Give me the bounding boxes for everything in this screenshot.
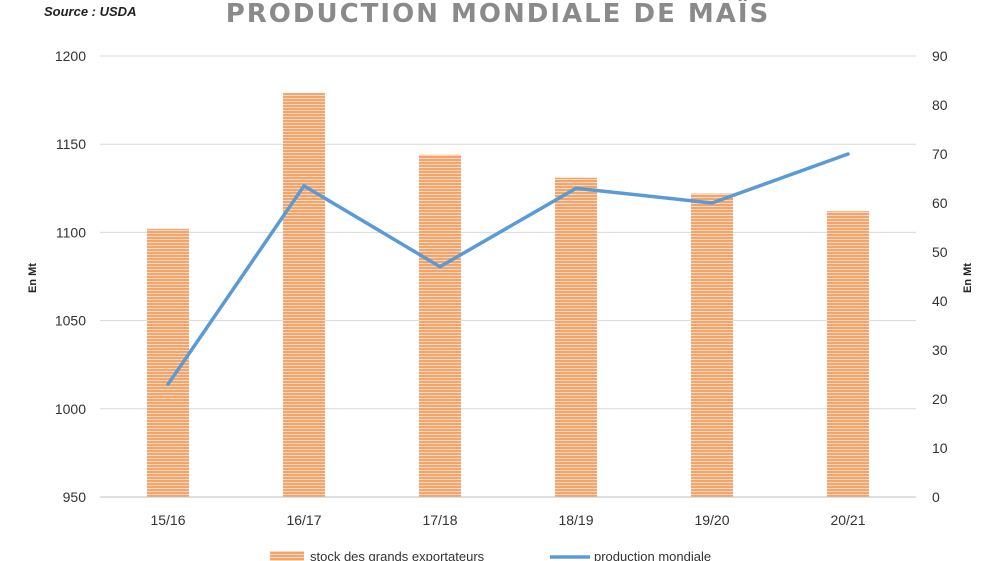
right-tick-label: 60	[932, 195, 948, 211]
chart-title: PRODUCTION MONDIALE DE MAÏS	[226, 0, 771, 29]
line-point	[846, 152, 850, 156]
bar	[691, 193, 733, 498]
left-tick-label: 1050	[55, 313, 86, 329]
source-note: Source : USDA	[44, 4, 136, 19]
left-tick-label: 1000	[55, 401, 86, 417]
right-tick-label: 10	[932, 440, 948, 456]
right-tick-label: 30	[932, 342, 948, 358]
right-axis-title: En Mt	[962, 263, 974, 293]
x-tick-label: 17/18	[422, 512, 457, 528]
line-point	[438, 265, 442, 269]
bar	[555, 177, 597, 497]
bar	[283, 93, 325, 497]
left-tick-label: 1200	[55, 48, 86, 64]
left-axis-title: En Mt	[27, 263, 39, 293]
right-tick-label: 80	[932, 97, 948, 113]
x-tick-label: 20/21	[830, 512, 865, 528]
x-tick-label: 15/16	[150, 512, 185, 528]
legend: stock des grands exportateurs production…	[270, 549, 711, 561]
line-series	[166, 152, 850, 387]
x-tick-label: 16/17	[286, 512, 321, 528]
line-point	[574, 186, 578, 190]
left-tick-label: 950	[63, 489, 87, 505]
legend-swatch-bar	[270, 551, 304, 561]
right-tick-label: 90	[932, 48, 948, 64]
x-tick-label: 18/19	[558, 512, 593, 528]
right-tick-label: 70	[932, 146, 948, 162]
bar	[419, 154, 461, 497]
bar-series	[147, 93, 869, 498]
line-point	[166, 382, 170, 386]
x-axis-ticks: 15/16 16/17 17/18 18/19 19/20 20/21	[150, 512, 865, 528]
right-axis-ticks: 0 10 20 30 40 50 60 70 80 90	[932, 48, 948, 505]
right-tick-label: 20	[932, 391, 948, 407]
bar	[827, 211, 869, 497]
right-tick-label: 0	[932, 489, 940, 505]
right-tick-label: 40	[932, 293, 948, 309]
x-tick-label: 19/20	[694, 512, 729, 528]
production-line	[166, 152, 850, 387]
legend-label-line: production mondiale	[594, 549, 711, 561]
left-tick-label: 1100	[56, 224, 86, 240]
legend-label-bar: stock des grands exportateurs	[310, 549, 485, 561]
line-point	[710, 201, 714, 205]
gridlines	[100, 55, 916, 410]
left-tick-label: 1150	[56, 136, 86, 152]
right-tick-label: 50	[932, 244, 948, 260]
line-point	[302, 184, 306, 188]
left-axis-ticks: 950 1000 1050 1100 1150 1200	[55, 48, 86, 505]
